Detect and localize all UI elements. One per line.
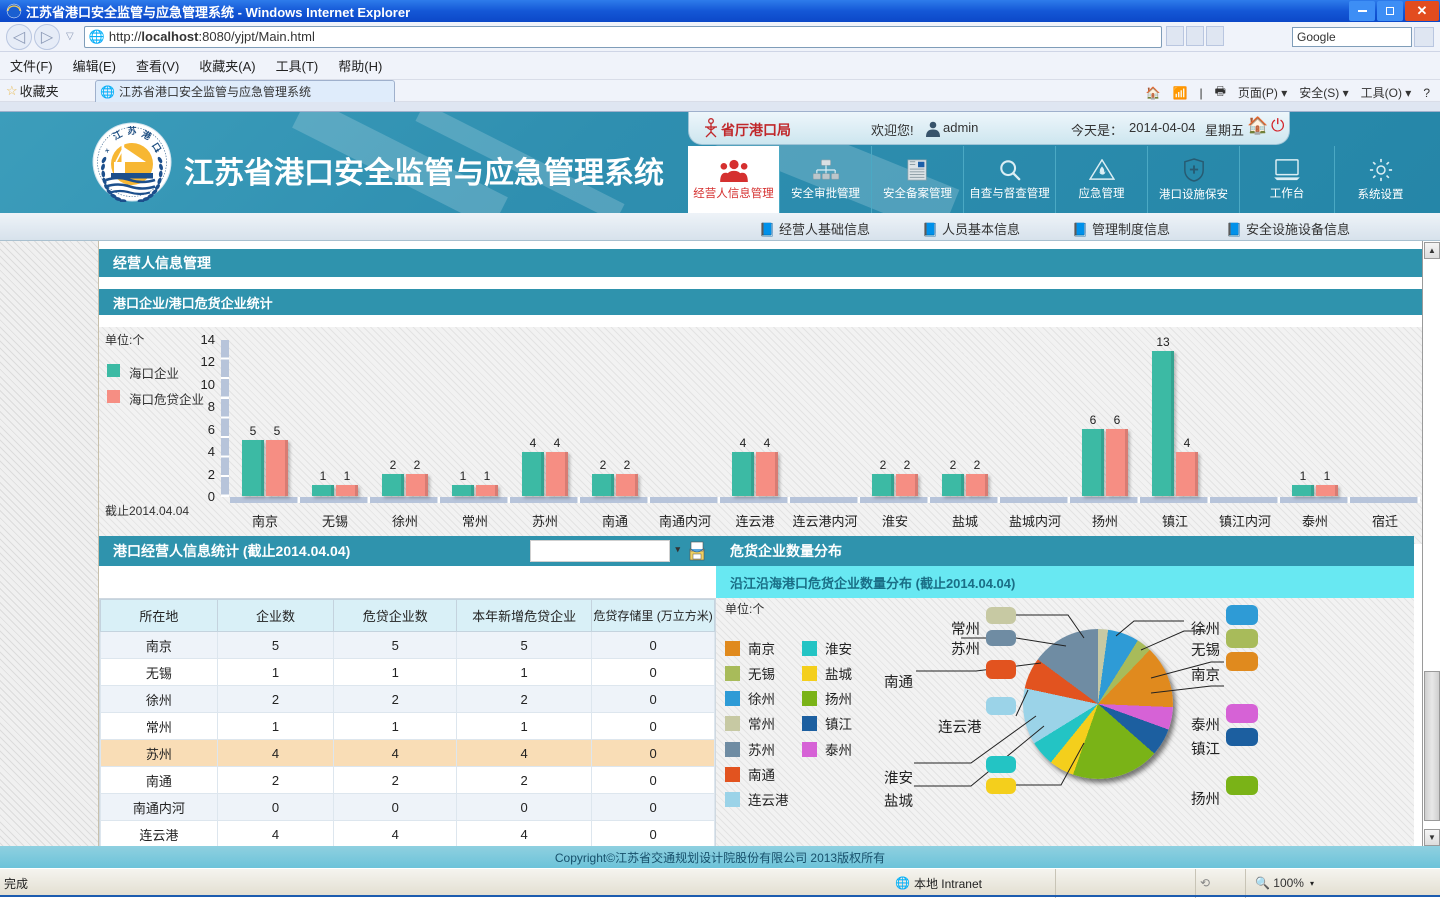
svg-text:苏: 苏 xyxy=(127,125,136,136)
